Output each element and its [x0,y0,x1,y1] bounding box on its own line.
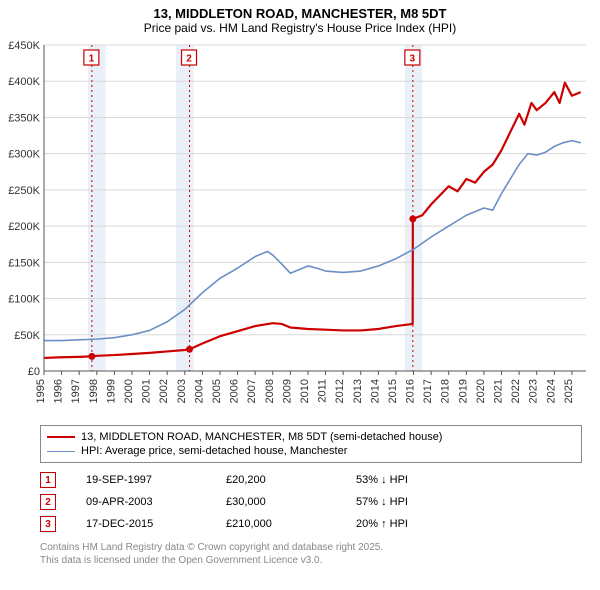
svg-text:£50K: £50K [14,330,40,342]
marker-price: £30,000 [226,496,326,508]
svg-text:2016: 2016 [405,379,417,403]
legend-item: 13, MIDDLETON ROAD, MANCHESTER, M8 5DT (… [47,430,575,444]
svg-text:2007: 2007 [246,379,258,403]
marker-price: £210,000 [226,518,326,530]
svg-text:2012: 2012 [334,379,346,403]
legend: 13, MIDDLETON ROAD, MANCHESTER, M8 5DT (… [40,425,582,463]
svg-text:£150K: £150K [8,257,40,269]
svg-text:1995: 1995 [35,379,47,403]
svg-text:2013: 2013 [352,379,364,403]
svg-text:2010: 2010 [299,379,311,403]
marker-pct: 20% ↑ HPI [356,518,466,530]
footnote-line-1: Contains HM Land Registry data © Crown c… [40,541,582,554]
marker-date: 09-APR-2003 [86,496,196,508]
svg-text:1996: 1996 [53,379,65,403]
svg-text:3: 3 [410,54,416,65]
marker-row: 1 19-SEP-1997 £20,200 53% ↓ HPI [40,469,582,491]
chart-subtitle: Price paid vs. HM Land Registry's House … [0,21,600,39]
svg-text:£100K: £100K [8,294,40,306]
marker-badge: 3 [40,516,56,532]
marker-row: 3 17-DEC-2015 £210,000 20% ↑ HPI [40,513,582,535]
chart-title: 13, MIDDLETON ROAD, MANCHESTER, M8 5DT [0,0,600,21]
marker-row: 2 09-APR-2003 £30,000 57% ↓ HPI [40,491,582,513]
chart-area: £0 £50K £100K £150K £200K £250K £300K £350K £400… [0,39,600,419]
marker-badge: 2 [40,494,56,510]
svg-text:1999: 1999 [105,379,117,403]
svg-text:2004: 2004 [193,379,205,403]
svg-text:2019: 2019 [457,379,469,403]
svg-text:£400K: £400K [8,76,40,88]
marker-date: 17-DEC-2015 [86,518,196,530]
svg-text:1997: 1997 [70,379,82,403]
svg-text:2021: 2021 [493,379,505,403]
svg-text:2023: 2023 [528,379,540,403]
svg-text:1: 1 [89,54,95,65]
svg-text:£200K: £200K [8,221,40,233]
svg-text:2014: 2014 [369,379,381,403]
marker-table: 1 19-SEP-1997 £20,200 53% ↓ HPI 2 09-APR-2003… [40,469,582,535]
legend-swatch [47,451,75,452]
svg-text:2015: 2015 [387,379,399,403]
svg-text:1998: 1998 [88,379,100,403]
svg-text:2005: 2005 [211,379,223,403]
legend-item: HPI: Average price, semi-detached house,… [47,444,575,458]
svg-text:2011: 2011 [317,379,329,403]
line-chart-svg: £0 £50K £100K £150K £200K £250K £300K £350K £400… [0,39,600,419]
svg-text:2008: 2008 [264,379,276,403]
footnote-line-2: This data is licensed under the Open Gov… [40,554,582,567]
svg-text:2001: 2001 [141,379,153,403]
footnote: Contains HM Land Registry data © Crown c… [40,541,582,567]
svg-text:2017: 2017 [422,379,434,403]
svg-text:2025: 2025 [563,379,575,403]
svg-text:2006: 2006 [229,379,241,403]
svg-text:£450K: £450K [8,40,40,52]
svg-text:2002: 2002 [158,379,170,403]
chart-container: 13, MIDDLETON ROAD, MANCHESTER, M8 5DT P… [0,0,600,567]
svg-text:£300K: £300K [8,149,40,161]
legend-label: HPI: Average price, semi-detached house,… [81,445,347,457]
marker-pct: 53% ↓ HPI [356,474,466,486]
legend-swatch [47,436,75,438]
svg-text:2020: 2020 [475,379,487,403]
svg-text:£250K: £250K [8,185,40,197]
marker-date: 19-SEP-1997 [86,474,196,486]
marker-price: £20,200 [226,474,326,486]
svg-text:£0: £0 [28,366,40,378]
svg-text:2009: 2009 [281,379,293,403]
svg-text:2022: 2022 [510,379,522,403]
svg-text:2003: 2003 [176,379,188,403]
svg-text:2024: 2024 [545,379,557,403]
legend-label: 13, MIDDLETON ROAD, MANCHESTER, M8 5DT (… [81,431,442,443]
marker-badge: 1 [40,472,56,488]
svg-text:2000: 2000 [123,379,135,403]
svg-text:2018: 2018 [440,379,452,403]
svg-text:£350K: £350K [8,112,40,124]
svg-text:2: 2 [186,54,192,65]
marker-pct: 57% ↓ HPI [356,496,466,508]
